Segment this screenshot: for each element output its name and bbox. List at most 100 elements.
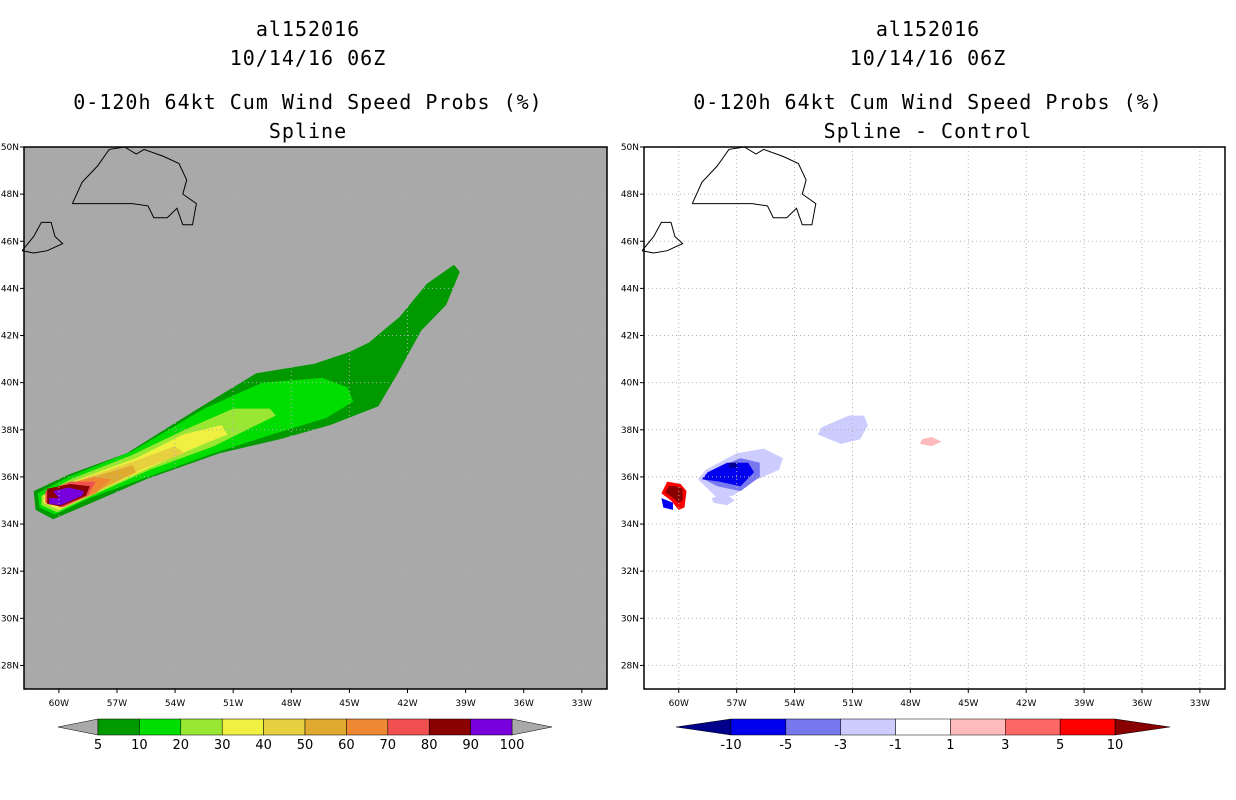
lat-tick-label: 40N — [621, 379, 639, 389]
lon-tick-label: 57W — [107, 699, 127, 709]
colorbar-swatch — [180, 718, 223, 736]
lon-tick-label: 48W — [900, 699, 920, 709]
lon-tick-label: 39W — [455, 699, 475, 709]
colorbar: 5 10 20 30 40 50 60 70 80 90 100 — [57, 718, 553, 753]
colorbar-swatch — [304, 718, 347, 736]
lon-tick-label: 51W — [842, 699, 862, 709]
left-subtitle-line-1: 0-120h 64kt Cum Wind Speed Probs (%) — [73, 90, 543, 114]
colorbar-swatch — [428, 718, 471, 736]
colorbar-swatch — [895, 718, 951, 736]
coastline — [71, 146, 197, 226]
lat-tick-label: 34N — [621, 520, 639, 530]
contour-level-10 — [665, 486, 683, 503]
right-title-line-1: al152016 — [875, 17, 981, 41]
colorbar-label: 3 — [1001, 738, 1009, 753]
contour-level--10 — [728, 462, 737, 468]
colorbar-label: 90 — [462, 738, 479, 753]
map-frame — [643, 146, 1226, 690]
colorbar-label: 10 — [1107, 738, 1124, 753]
contour-level--1 — [817, 415, 868, 444]
map-panel-left: 60W 57W 54W 51W 48W 45W 42W 39W 36W 33W 50N 48N 46N 4… — [1, 143, 608, 753]
coastline — [641, 221, 684, 254]
coastline — [21, 221, 64, 254]
lat-tick-label: 42N — [1, 332, 19, 342]
lat-tick-label: 38N — [1, 426, 19, 436]
colorbar: -10 -5 -3 -1 1 3 5 10 — [675, 718, 1171, 753]
colorbar-arrow-low — [675, 718, 732, 736]
colorbar-swatch — [1005, 718, 1061, 736]
colorbar-label: 1 — [946, 738, 954, 753]
colorbar-swatch — [840, 718, 896, 736]
colorbar-swatch — [470, 718, 513, 736]
colorbar-label: 70 — [380, 738, 397, 753]
colorbar-swatch — [263, 718, 306, 736]
lat-tick-label: 32N — [1, 567, 19, 577]
lon-tick-label: 36W — [1132, 699, 1152, 709]
colorbar-swatch — [139, 718, 182, 736]
lat-tick-label: 42N — [621, 332, 639, 342]
contour-level-90 — [49, 487, 84, 506]
lat-tick-label: 50N — [621, 143, 639, 153]
contour-level--5 — [661, 498, 673, 510]
colorbar-label: 5 — [1056, 738, 1064, 753]
colorbar-swatch — [221, 718, 264, 736]
colorbar-arrow-high — [1114, 718, 1171, 736]
lat-tick-label: 36N — [1, 473, 19, 483]
lat-tick-label: 36N — [621, 473, 639, 483]
lon-tick-label: 36W — [514, 699, 534, 709]
lon-tick-label: 39W — [1074, 699, 1094, 709]
colorbar-label: 10 — [131, 738, 148, 753]
lon-tick-label: 54W — [784, 699, 804, 709]
coastline — [691, 146, 817, 226]
colorbar-label: 100 — [500, 738, 525, 753]
colorbar-label: -3 — [834, 738, 847, 753]
contour-level--5 — [701, 462, 754, 487]
lat-tick-label: 32N — [621, 567, 639, 577]
right-subtitle-line-2: Spline - Control — [823, 119, 1033, 143]
map-background — [644, 147, 1225, 689]
lat-tick-label: 34N — [1, 520, 19, 530]
lon-tick-label: 45W — [339, 699, 359, 709]
left-subtitle: 0-120h 64kt Cum Wind Speed Probs (%) Spl… — [18, 88, 598, 146]
lat-tick-label: 46N — [1, 237, 19, 247]
lat-tick-label: 44N — [621, 284, 639, 294]
colorbar-arrow-low — [57, 718, 99, 736]
colorbar-label: -1 — [889, 738, 902, 753]
lon-tick-label: 42W — [1016, 699, 1036, 709]
lat-tick-label: 44N — [1, 284, 19, 294]
right-subtitle-line-1: 0-120h 64kt Cum Wind Speed Probs (%) — [693, 90, 1163, 114]
right-title: al152016 10/14/16 06Z — [648, 15, 1208, 73]
colorbar-label: 40 — [255, 738, 272, 753]
lat-tick-label: 48N — [621, 190, 639, 200]
left-title-line-1: al152016 — [255, 17, 361, 41]
colorbar-label: -5 — [779, 738, 792, 753]
left-title-line-2: 10/14/16 06Z — [229, 46, 387, 70]
colorbar-label: 60 — [338, 738, 355, 753]
lat-tick-label: 30N — [1, 614, 19, 624]
colorbar-arrow-high — [511, 718, 553, 736]
colorbar-swatch — [785, 718, 841, 736]
left-subtitle-line-2: Spline — [268, 119, 348, 143]
colorbar-label: 30 — [214, 738, 231, 753]
colorbar-label: -10 — [720, 738, 741, 753]
map-panel-right: 60W 57W 54W 51W 48W 45W 42W 39W 36W 33W 50N 48N 46N 4… — [621, 143, 1226, 753]
colorbar-swatch — [387, 718, 430, 736]
lon-tick-label: 48W — [281, 699, 301, 709]
lon-tick-label: 60W — [49, 699, 69, 709]
lon-tick-label: 33W — [572, 699, 592, 709]
lon-tick-label: 51W — [223, 699, 243, 709]
lon-tick-label: 45W — [958, 699, 978, 709]
colorbar-swatch — [346, 718, 389, 736]
colorbar-swatch — [97, 718, 140, 736]
colorbar-label: 50 — [297, 738, 314, 753]
colorbar-swatch — [950, 718, 1006, 736]
colorbar-swatch — [730, 718, 787, 736]
lat-tick-label: 38N — [621, 426, 639, 436]
colorbar-label: 5 — [94, 738, 102, 753]
lat-tick-label: 30N — [621, 614, 639, 624]
colorbar-swatch — [1059, 718, 1116, 736]
right-title-line-2: 10/14/16 06Z — [849, 46, 1007, 70]
map-frame — [23, 146, 608, 690]
lat-tick-label: 50N — [1, 143, 19, 153]
